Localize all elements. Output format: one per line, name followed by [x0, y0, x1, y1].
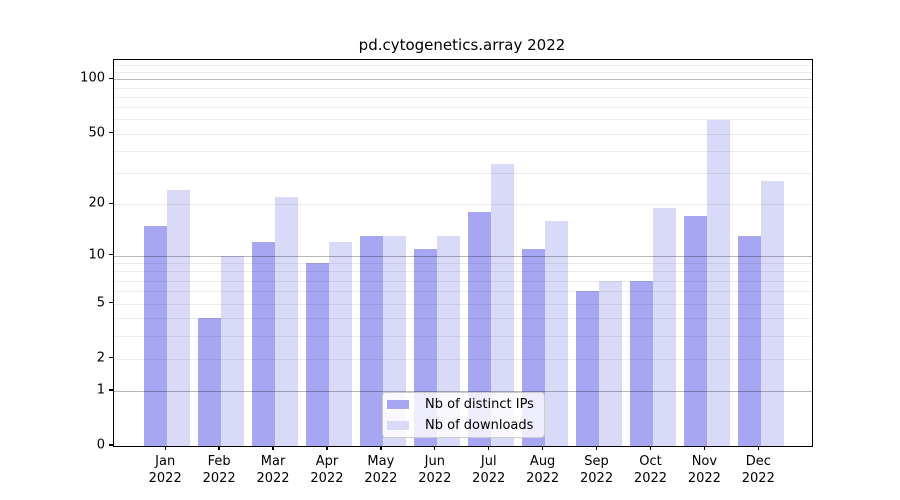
gridline [114, 255, 812, 257]
gridline [114, 318, 812, 320]
y-tick-mark [109, 444, 113, 446]
gridline [114, 79, 812, 81]
plot-area: Nb of distinct IPs Nb of downloads [113, 59, 813, 447]
bar [629, 280, 653, 446]
bar [360, 236, 384, 446]
gridline [114, 119, 812, 121]
gridline [114, 271, 812, 273]
x-tick-mark [541, 446, 544, 450]
x-tick-label: Dec 2022 [741, 454, 775, 486]
x-tick-mark [164, 446, 166, 450]
x-tick-mark [757, 446, 759, 450]
bar [575, 291, 599, 446]
x-tick-mark [703, 446, 706, 450]
gridline [114, 390, 812, 392]
x-tick-label: Nov 2022 [687, 454, 721, 486]
x-tick-mark [272, 446, 274, 450]
legend-swatch-distinct-ips-icon [387, 400, 409, 409]
bar [467, 212, 491, 446]
y-tick-label: 50 [88, 125, 105, 141]
legend-swatch-downloads-icon [387, 421, 409, 430]
gridline [114, 65, 812, 67]
legend-item: Nb of distinct IPs [387, 396, 544, 413]
legend-label: Nb of downloads [425, 418, 534, 433]
x-tick-label: Mar 2022 [256, 454, 290, 486]
bar [706, 119, 730, 446]
gridline [114, 303, 812, 305]
y-tick-mark [109, 132, 113, 134]
y-tick-mark [109, 389, 113, 391]
x-tick-label: Jul 2022 [472, 454, 506, 486]
gridline [114, 263, 812, 265]
legend-label: Nb of distinct IPs [425, 397, 534, 412]
y-tick-label: 1 [96, 382, 105, 398]
gridline [114, 96, 812, 98]
x-tick-mark [326, 446, 328, 450]
gridline [114, 291, 812, 293]
x-tick-mark [488, 446, 490, 450]
x-tick-mark [649, 446, 652, 450]
y-tick-label: 10 [88, 247, 105, 263]
gridline [114, 173, 812, 175]
gridline [114, 87, 812, 89]
gridline [114, 204, 812, 206]
x-tick-label: Apr 2022 [310, 454, 344, 486]
bar [652, 208, 676, 446]
y-tick-mark [109, 302, 113, 304]
gridline [114, 358, 812, 360]
bar [329, 242, 353, 446]
bar [221, 255, 245, 446]
x-tick-label: Jan 2022 [148, 454, 182, 486]
x-tick-mark [595, 446, 598, 450]
bar [760, 181, 784, 446]
bar [306, 263, 330, 446]
gridline [114, 71, 812, 73]
y-tick-mark [109, 253, 113, 256]
y-tick-mark [109, 357, 113, 359]
bar [683, 216, 707, 446]
y-tick-label: 20 [88, 195, 105, 211]
gridline [114, 335, 812, 337]
x-tick-label: Aug 2022 [526, 454, 560, 486]
y-tick-mark [109, 202, 113, 204]
bar [544, 220, 568, 446]
x-tick-label: Sep 2022 [580, 454, 614, 486]
x-tick-mark [434, 446, 436, 450]
x-tick-mark [380, 446, 382, 450]
y-tick-mark [109, 77, 113, 80]
legend: Nb of distinct IPs Nb of downloads [382, 392, 545, 438]
bar [275, 196, 299, 446]
gridline [114, 133, 812, 135]
bar [737, 236, 761, 446]
x-tick-label: Jun 2022 [418, 454, 452, 486]
y-tick-label: 2 [96, 350, 105, 366]
y-tick-label: 0 [96, 437, 105, 453]
x-tick-label: May 2022 [364, 454, 398, 486]
x-tick-mark [218, 446, 220, 450]
bar [490, 163, 514, 446]
x-tick-label: Oct 2022 [633, 454, 668, 486]
x-tick-label: Feb 2022 [202, 454, 236, 486]
chart-title: pd.cytogenetics.array 2022 [358, 36, 566, 54]
bar [198, 318, 222, 446]
bar [598, 280, 622, 446]
legend-item: Nb of downloads [387, 417, 544, 434]
y-tick-label: 100 [80, 70, 105, 86]
gridline [114, 151, 812, 153]
bar [252, 242, 276, 446]
gridline [114, 107, 812, 109]
gridline [114, 280, 812, 282]
y-tick-label: 5 [96, 295, 105, 311]
